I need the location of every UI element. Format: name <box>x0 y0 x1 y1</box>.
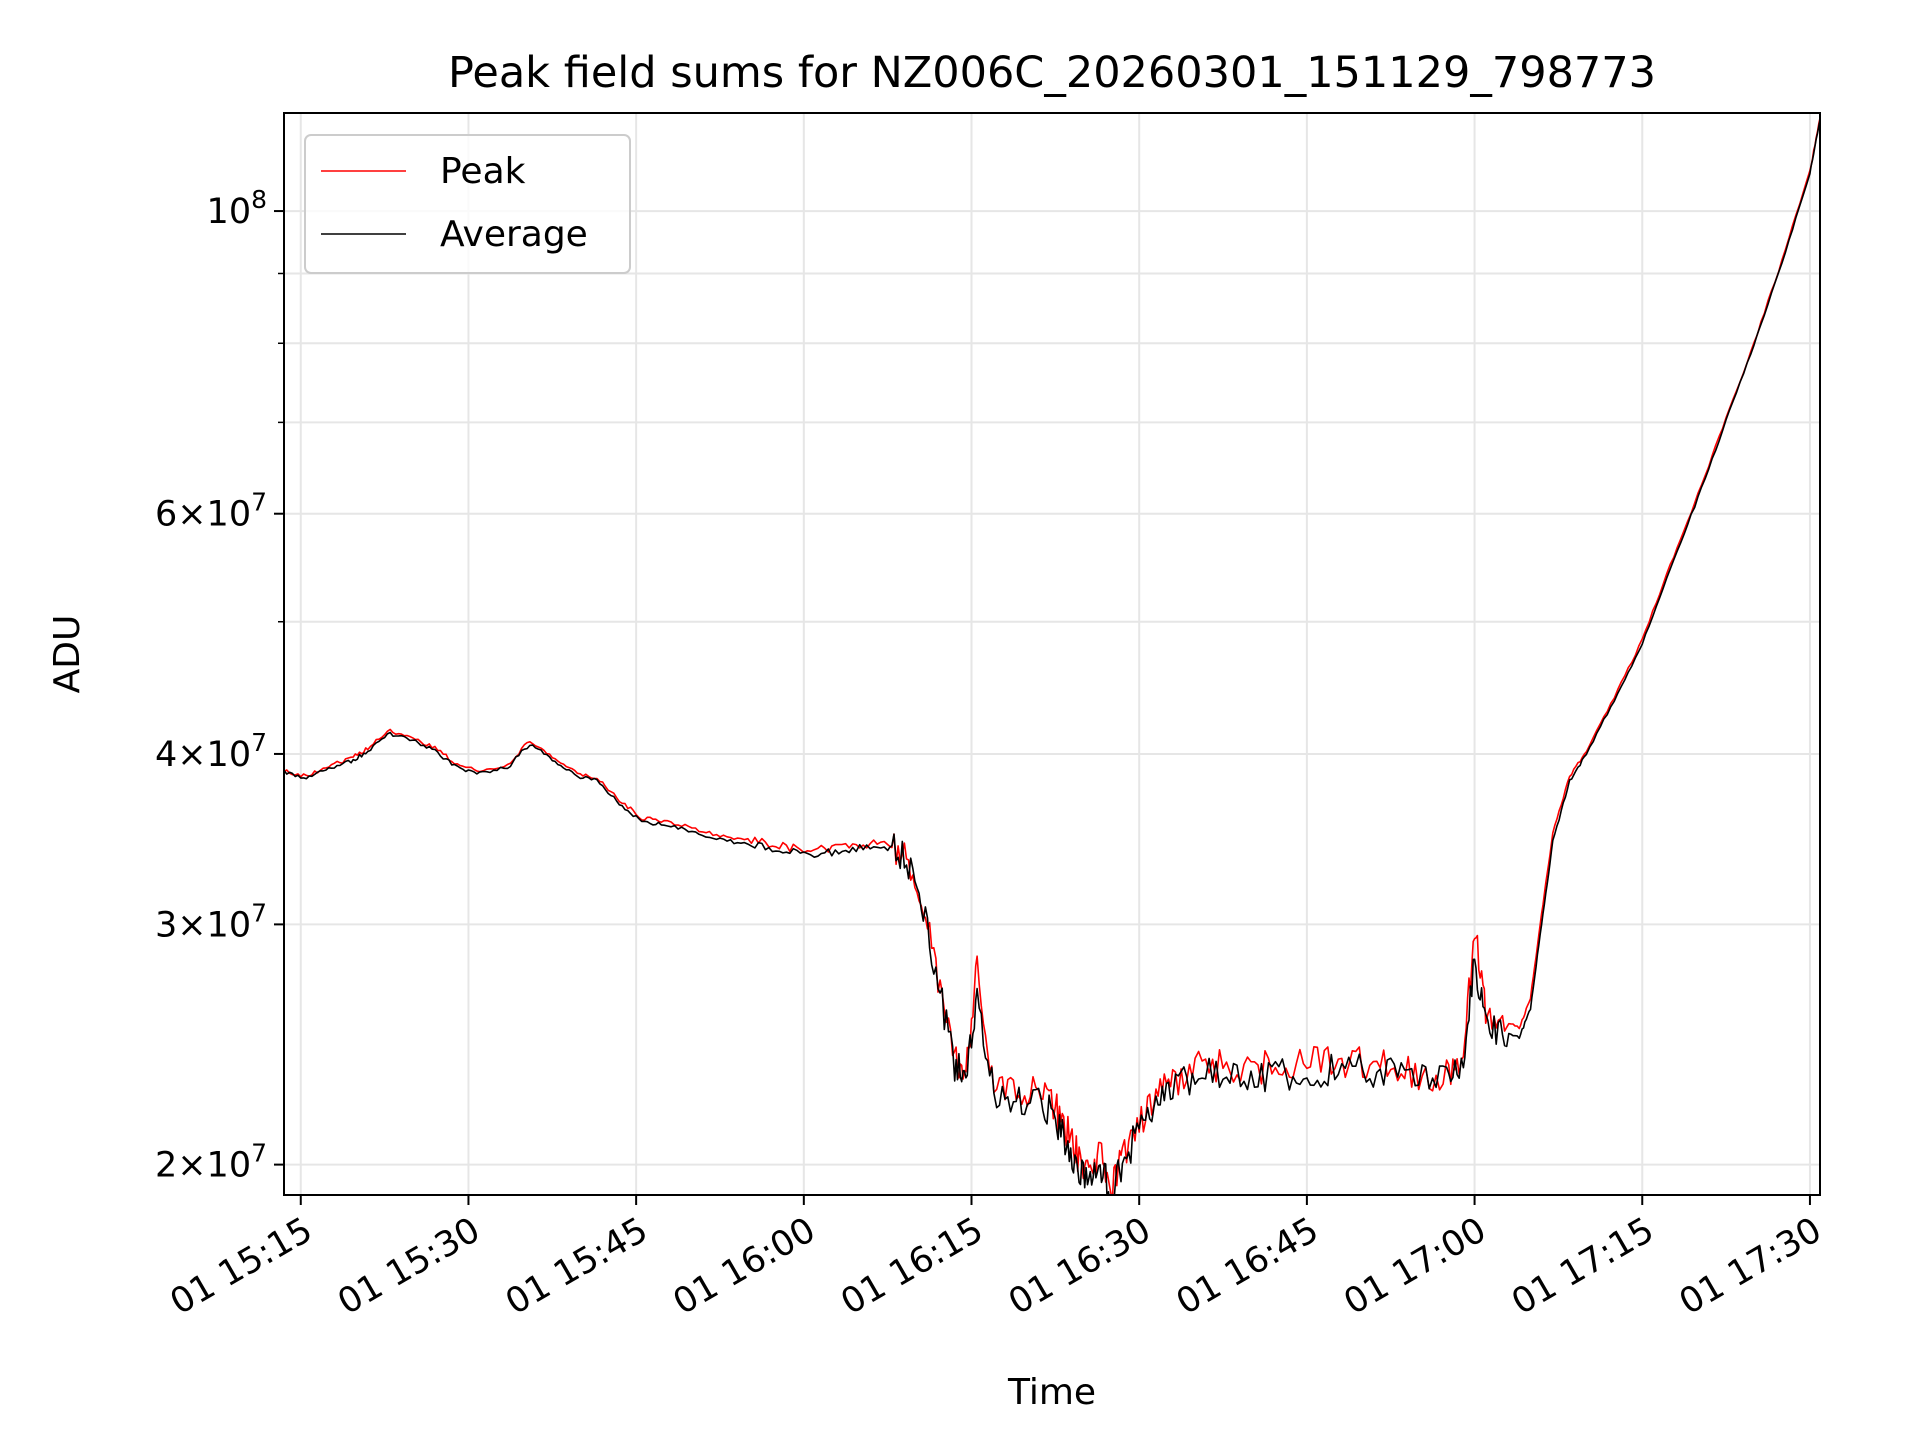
y-tick-label: 6×107 <box>155 488 267 535</box>
legend: Peak Average <box>304 134 631 274</box>
y-tick-label: 4×107 <box>155 728 267 775</box>
y-tick-times-sign: × <box>177 1146 206 1186</box>
y-tick-exponent: 7 <box>251 1139 267 1168</box>
y-tick-mantissa: 4 <box>155 735 177 775</box>
y-tick-base: 10 <box>207 1146 252 1186</box>
y-tick-exponent: 8 <box>251 185 267 214</box>
y-tick-mantissa: 6 <box>155 495 177 535</box>
y-tick-base: 10 <box>207 192 252 232</box>
y-tick-times-sign: × <box>177 735 206 775</box>
y-tick-mantissa: 3 <box>155 905 177 945</box>
series-layer <box>284 117 1820 1195</box>
y-tick-label: 2×107 <box>155 1139 267 1186</box>
legend-label-peak: Peak <box>440 151 526 192</box>
y-tick-base: 10 <box>207 735 252 775</box>
legend-box <box>304 134 631 274</box>
grid <box>284 113 1820 1195</box>
y-tick-mantissa: 2 <box>155 1146 177 1186</box>
y-tick-exponent: 7 <box>251 488 267 517</box>
y-tick-base: 10 <box>207 495 252 535</box>
series-line-average <box>284 119 1820 1195</box>
y-axis-label: ADU <box>47 615 88 694</box>
y-tick-times-sign: × <box>177 495 206 535</box>
chart-title: Peak field sums for NZ006C_20260301_1511… <box>448 48 1656 98</box>
series-line-peak <box>284 117 1820 1195</box>
x-axis-label: Time <box>1007 1372 1096 1413</box>
y-tick-label: 108 <box>207 185 267 232</box>
y-tick-times-sign: × <box>177 905 206 945</box>
y-tick-exponent: 7 <box>251 898 267 927</box>
y-tick-label: 3×107 <box>155 898 267 945</box>
y-tick-base: 10 <box>207 905 252 945</box>
legend-label-average: Average <box>440 214 588 255</box>
plot-frame <box>283 112 1821 1196</box>
y-tick-exponent: 7 <box>251 728 267 757</box>
